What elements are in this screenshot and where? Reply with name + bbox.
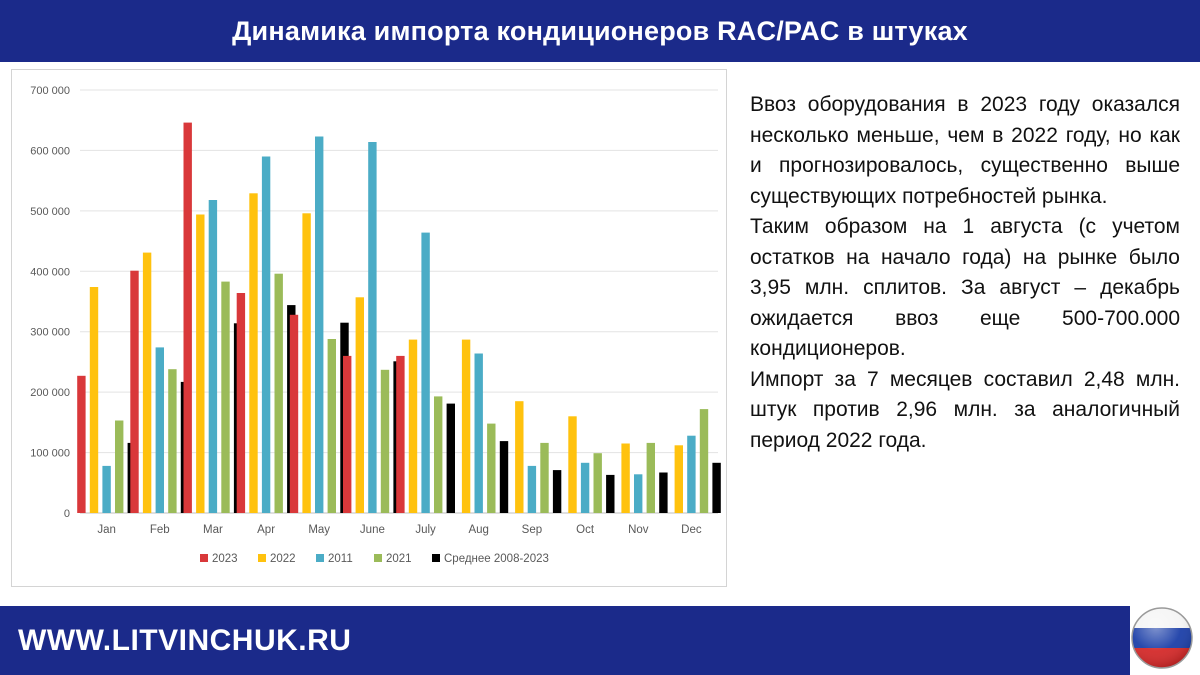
bar-2021 <box>221 281 230 513</box>
y-tick-label: 700 000 <box>30 85 70 97</box>
y-tick-label: 0 <box>64 508 70 520</box>
bar-2023 <box>236 293 246 513</box>
commentary-paragraph: Импорт за 7 месяцев составил 2,48 млн. ш… <box>750 367 1180 452</box>
x-tick-label: Jan <box>97 524 116 536</box>
x-tick-label: Nov <box>628 524 649 536</box>
legend-label: Среднее 2008-2023 <box>444 553 549 565</box>
legend-label: 2021 <box>386 553 412 565</box>
bar-2023 <box>183 122 192 513</box>
commentary-text: Ввоз оборудования в 2023 году оказался н… <box>750 90 1180 456</box>
bar-2022 <box>302 213 311 514</box>
x-tick-label: July <box>415 524 436 536</box>
x-tick-label: May <box>308 524 330 536</box>
bar-2011 <box>687 435 696 513</box>
bar-2011 <box>421 232 430 513</box>
legend-swatch <box>316 554 324 562</box>
bar-2021 <box>327 339 336 513</box>
legend-label: 2022 <box>270 553 296 565</box>
header-bar: Динамика импорта кондиционеров RAC/PAC в… <box>0 0 1200 62</box>
bar-2021 <box>380 369 390 513</box>
y-tick-label: 200 000 <box>30 387 70 399</box>
bar-2011 <box>474 353 483 513</box>
bar-2011 <box>261 156 271 513</box>
bar-2011 <box>155 347 164 513</box>
bar-2021 <box>540 442 549 513</box>
bar-2022 <box>674 445 683 513</box>
page-title: Динамика импорта кондиционеров RAC/PAC в… <box>232 15 968 46</box>
y-tick-label: 100 000 <box>30 448 70 460</box>
bar-2022 <box>196 214 205 513</box>
x-tick-label: Apr <box>257 524 275 536</box>
bar-2022 <box>89 287 99 513</box>
russia-flag-icon <box>1131 607 1193 669</box>
bar-2023 <box>343 355 352 513</box>
bar-2011 <box>102 465 111 513</box>
bar-2023 <box>77 375 86 513</box>
bar-2023 <box>289 314 299 513</box>
bar-среднее-2008-2023 <box>552 470 562 513</box>
bar-2022 <box>515 401 524 513</box>
legend-swatch <box>200 554 208 562</box>
bar-среднее-2008-2023 <box>659 472 668 513</box>
chart-panel: 0 100 000 200 000 300 000 400 000 500 000 600 … <box>11 69 727 587</box>
y-tick-label: 600 000 <box>30 145 70 157</box>
bar-среднее-2008-2023 <box>499 441 509 513</box>
bar-среднее-2008-2023 <box>712 462 721 513</box>
bar-2011 <box>527 465 537 513</box>
site-url-link[interactable]: WWW.LITVINCHUK.RU <box>18 623 352 657</box>
x-tick-label: Aug <box>468 524 488 536</box>
bar-2022 <box>621 443 630 513</box>
bar-2021 <box>115 420 124 513</box>
bar-2011 <box>208 200 218 513</box>
bar-2021 <box>434 396 443 513</box>
x-tick-label: Mar <box>203 524 223 536</box>
bar-2011 <box>634 474 643 513</box>
import-bar-chart: 0 100 000 200 000 300 000 400 000 500 000 600 … <box>30 85 721 565</box>
legend-swatch <box>258 554 266 562</box>
bar-2021 <box>487 423 496 513</box>
footer-bar: WWW.LITVINCHUK.RU <box>0 606 1130 675</box>
legend-swatch <box>374 554 382 562</box>
bar-2022 <box>568 416 577 513</box>
x-tick-label: June <box>360 524 385 536</box>
commentary-paragraph: Ввоз оборудования в 2023 году оказался н… <box>750 93 1180 208</box>
bar-2021 <box>168 369 177 513</box>
bar-2022 <box>408 339 418 513</box>
bar-2022 <box>249 193 258 514</box>
bar-2023 <box>396 355 405 513</box>
x-tick-label: Oct <box>576 524 595 536</box>
bar-2021 <box>274 273 283 513</box>
bar-2011 <box>315 136 324 513</box>
legend-label: 2011 <box>328 553 353 565</box>
legend-swatch <box>432 554 440 562</box>
bar-среднее-2008-2023 <box>606 474 615 513</box>
bar-2021 <box>646 442 655 513</box>
bar-2021 <box>593 453 602 513</box>
bar-2022 <box>355 297 364 513</box>
legend-label: 2023 <box>212 553 238 565</box>
bar-2022 <box>142 252 152 513</box>
flag-badge <box>1130 604 1200 675</box>
bar-среднее-2008-2023 <box>446 403 455 513</box>
x-tick-label: Dec <box>681 524 702 536</box>
y-tick-label: 300 000 <box>30 327 70 339</box>
y-tick-label: 400 000 <box>30 266 70 278</box>
bar-2023 <box>130 270 139 513</box>
commentary-paragraph: Таким образом на 1 августа (с учетом ост… <box>750 215 1180 360</box>
y-tick-label: 500 000 <box>30 206 70 218</box>
bar-2011 <box>580 462 590 513</box>
bar-2011 <box>368 142 377 513</box>
x-tick-label: Feb <box>150 524 170 536</box>
bar-2021 <box>699 409 709 513</box>
bar-2022 <box>461 339 471 513</box>
x-tick-label: Sep <box>522 524 542 536</box>
